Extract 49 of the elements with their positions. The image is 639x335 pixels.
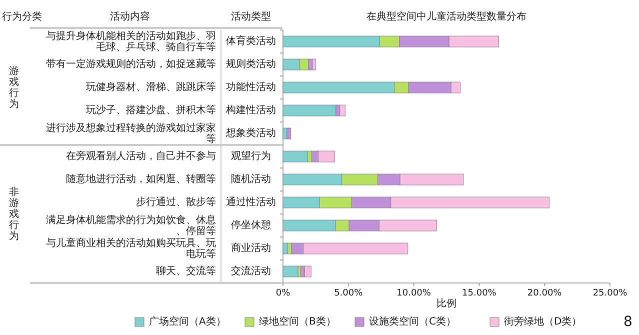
xtick: 20.00% [527, 288, 562, 298]
bar [282, 266, 298, 278]
xtick: 5.00% [334, 288, 363, 298]
content: 聊天、交流等 [156, 266, 216, 278]
content: 与儿童商业相关的活动如购买玩具、玩电玩等 [46, 238, 216, 260]
xtick: 0% [276, 288, 290, 298]
xtick: 10.00% [396, 288, 431, 298]
group: 非游戏行为 [9, 186, 19, 242]
content: 步行通过、散步等 [136, 197, 216, 208]
category: 体育类活动 [226, 36, 276, 48]
category: 通过性活动 [226, 197, 276, 208]
content: 满足身体机能需求的行为如饮食、休息、停留等 [46, 214, 216, 237]
category: 功能性活动 [226, 82, 276, 94]
legend: 设施类空间（C类） [369, 316, 456, 328]
category: 随机活动 [231, 174, 271, 186]
xtick: 25.00% [592, 288, 628, 298]
category: 想象类活动 [226, 128, 276, 140]
content: 带有一定游戏规则的活动，如捉迷藏等 [46, 59, 216, 70]
bar [282, 128, 288, 140]
legend: 广场空间（A类） [149, 316, 226, 328]
category: 商业活动 [231, 243, 271, 254]
category: 停坐休憩 [231, 220, 271, 232]
xtick: 15.00% [462, 288, 496, 298]
bar [286, 128, 292, 140]
xlabel: 比例 [436, 298, 456, 310]
category: 构建性活动 [226, 105, 276, 116]
content: 在旁观看别人活动，自己并不参与 [66, 151, 216, 162]
bar [304, 266, 312, 278]
header: 行为分类 [2, 12, 42, 23]
content: 与提升身体机能相关的活动如跑步、羽毛球、乒乓球、骑自行车等 [46, 30, 216, 53]
bar [282, 150, 308, 162]
category: 规则类活动 [226, 59, 276, 70]
note: 8 [624, 314, 632, 330]
bar [340, 104, 346, 116]
content: 玩健身器材、滑梯、跳跳床等 [86, 82, 216, 94]
ylabel: 活动类型 [231, 12, 271, 23]
content: 进行涉及想象过程转换的游戏如过家家等 [46, 122, 216, 145]
bar [282, 104, 336, 116]
content: 随意地进行活动，如闲逛、转圈等 [66, 174, 216, 186]
bar [312, 58, 316, 70]
category: 观望行为 [231, 151, 271, 162]
title: 在典型空间中儿童活动类型数量分布 [366, 12, 526, 23]
category: 交流活动 [231, 266, 271, 278]
header: 活动内容 [110, 12, 150, 23]
legend: 街旁绿地（D类） [504, 316, 582, 328]
bar [282, 242, 288, 254]
group: 游戏行为 [9, 66, 19, 110]
content: 玩沙子、搭建沙盘、拼积木等 [86, 105, 216, 116]
legend: 绿地空间（B类） [259, 316, 336, 328]
